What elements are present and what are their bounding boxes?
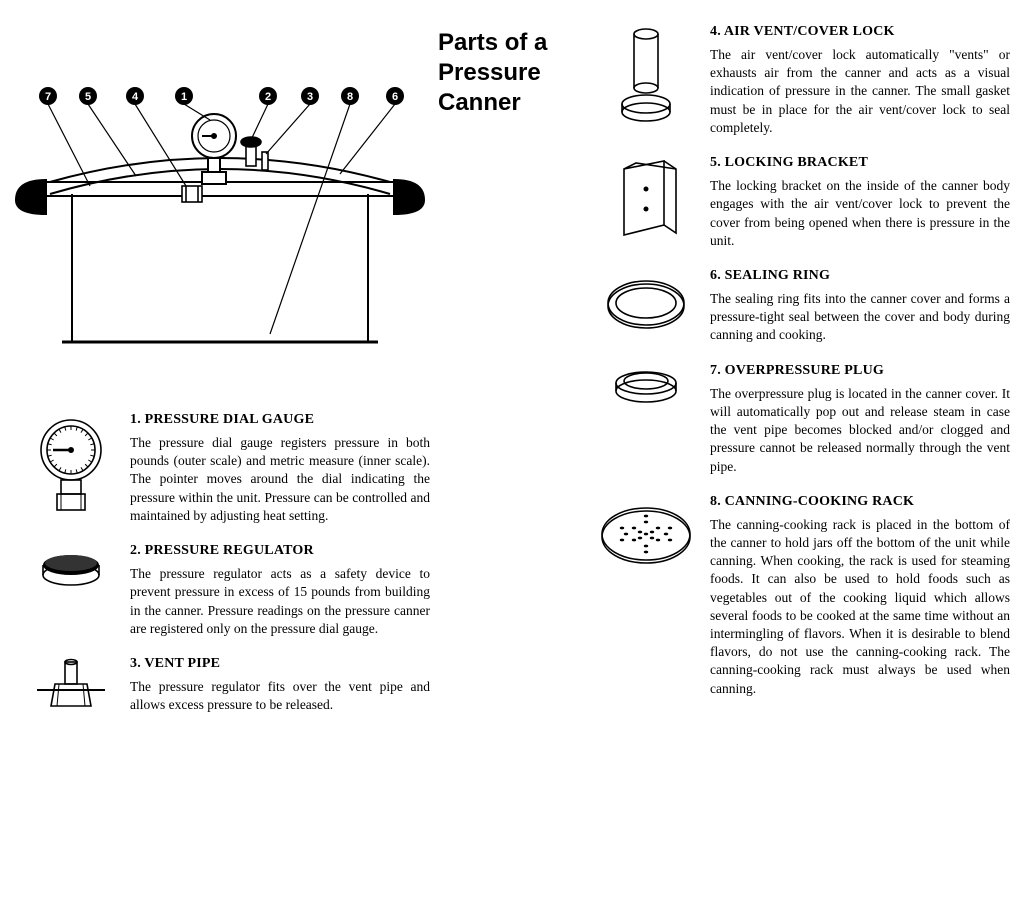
part-text-5: 5. LOCKING BRACKET The locking bracket on… <box>710 155 1010 250</box>
rack-icon <box>590 494 710 574</box>
part-body: The overpressure plug is located in the … <box>710 385 1010 476</box>
part-body: The canning-cooking rack is placed in th… <box>710 516 1010 698</box>
part-text-1: 1. PRESSURE DIAL GAUGE The pressure dial … <box>130 412 430 525</box>
part-row-8: 8. CANNING-COOKING RACK The canning-cooki… <box>590 494 1010 698</box>
canner-diagram: 7 5 4 1 2 3 8 6 <box>10 64 430 364</box>
part-row-6: 6. SEALING RING The sealing ring fits int… <box>590 268 1010 345</box>
part-text-4: 4. AIR VENT/COVER LOCK The air vent/cover… <box>710 24 1010 137</box>
part-body: The air vent/cover lock automatically "v… <box>710 46 1010 137</box>
part-heading: 4. AIR VENT/COVER LOCK <box>710 24 1010 40</box>
plug-icon <box>590 363 710 408</box>
part-heading: 7. OVERPRESSURE PLUG <box>710 363 1010 379</box>
svg-text:7: 7 <box>45 91 51 103</box>
svg-text:6: 6 <box>392 91 398 103</box>
ventpipe-icon <box>20 656 130 716</box>
bracket-icon <box>590 155 710 245</box>
part-body: The pressure regulator fits over the ven… <box>130 678 430 714</box>
regulator-icon <box>20 543 130 593</box>
svg-text:8: 8 <box>347 91 353 103</box>
parts-left-column: 1. PRESSURE DIAL GAUGE The pressure dial … <box>20 412 430 734</box>
part-row-2: 2. PRESSURE REGULATOR The pressure regula… <box>20 543 430 638</box>
part-text-3: 3. VENT PIPE The pressure regulator fits … <box>130 656 430 714</box>
part-heading: 1. PRESSURE DIAL GAUGE <box>130 412 430 428</box>
part-row-7: 7. OVERPRESSURE PLUG The overpressure plu… <box>590 363 1010 476</box>
part-heading: 8. CANNING-COOKING RACK <box>710 494 1010 510</box>
part-body: The locking bracket on the inside of the… <box>710 177 1010 250</box>
part-text-8: 8. CANNING-COOKING RACK The canning-cooki… <box>710 494 1010 698</box>
part-body: The pressure dial gauge registers pressu… <box>130 434 430 525</box>
sealring-icon <box>590 268 710 338</box>
part-body: The pressure regulator acts as a safety … <box>130 565 430 638</box>
part-row-3: 3. VENT PIPE The pressure regulator fits … <box>20 656 430 716</box>
svg-text:4: 4 <box>132 91 139 103</box>
part-text-6: 6. SEALING RING The sealing ring fits int… <box>710 268 1010 345</box>
page-title: Parts of a Pressure Canner <box>438 28 598 118</box>
svg-text:3: 3 <box>307 91 313 103</box>
coverlock-icon <box>590 24 710 124</box>
svg-text:5: 5 <box>85 91 91 103</box>
part-row-1: 1. PRESSURE DIAL GAUGE The pressure dial … <box>20 412 430 525</box>
gauge-icon <box>20 412 130 522</box>
svg-text:2: 2 <box>265 91 271 103</box>
part-text-7: 7. OVERPRESSURE PLUG The overpressure plu… <box>710 363 1010 476</box>
part-row-4: 4. AIR VENT/COVER LOCK The air vent/cover… <box>590 24 1010 137</box>
part-body: The sealing ring fits into the canner co… <box>710 290 1010 345</box>
svg-text:1: 1 <box>181 91 187 103</box>
part-heading: 5. LOCKING BRACKET <box>710 155 1010 171</box>
part-row-5: 5. LOCKING BRACKET The locking bracket on… <box>590 155 1010 250</box>
part-heading: 3. VENT PIPE <box>130 656 430 672</box>
part-text-2: 2. PRESSURE REGULATOR The pressure regula… <box>130 543 430 638</box>
part-heading: 6. SEALING RING <box>710 268 1010 284</box>
part-heading: 2. PRESSURE REGULATOR <box>130 543 430 559</box>
parts-right-column: 4. AIR VENT/COVER LOCK The air vent/cover… <box>590 24 1010 716</box>
